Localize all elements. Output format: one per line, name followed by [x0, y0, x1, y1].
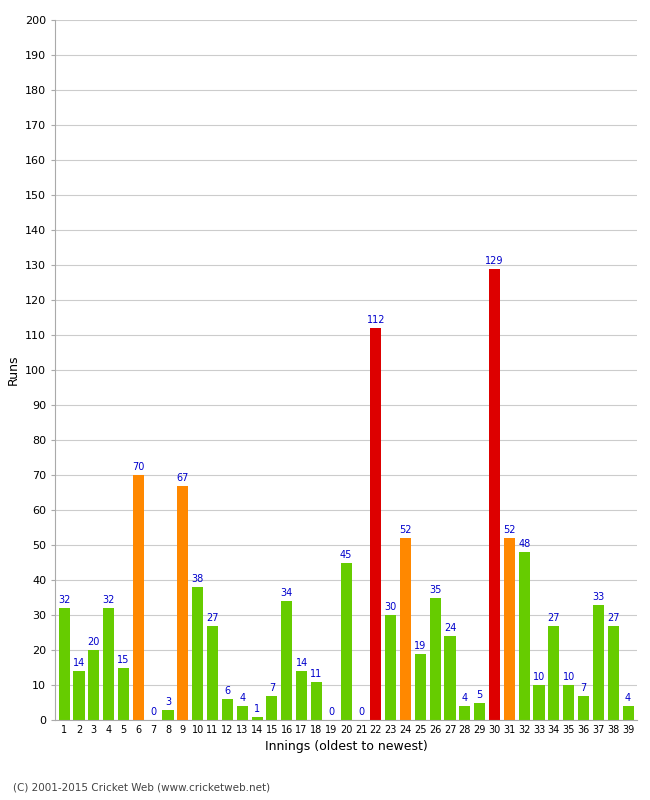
Text: 20: 20 — [88, 637, 100, 647]
Bar — [73, 671, 84, 720]
Bar — [445, 636, 456, 720]
Text: 0: 0 — [328, 707, 334, 717]
Text: 27: 27 — [607, 613, 619, 622]
Text: 10: 10 — [563, 672, 575, 682]
Text: 4: 4 — [239, 693, 245, 703]
Bar — [370, 328, 382, 720]
Text: 0: 0 — [358, 707, 364, 717]
Text: 24: 24 — [444, 623, 456, 634]
Text: 30: 30 — [385, 602, 396, 612]
Text: (C) 2001-2015 Cricket Web (www.cricketweb.net): (C) 2001-2015 Cricket Web (www.cricketwe… — [13, 782, 270, 792]
Text: 1: 1 — [254, 704, 260, 714]
Text: 0: 0 — [150, 707, 156, 717]
Text: 4: 4 — [625, 693, 631, 703]
Bar — [578, 695, 589, 720]
Bar — [460, 706, 471, 720]
Bar — [252, 717, 263, 720]
Bar — [296, 671, 307, 720]
Text: 38: 38 — [192, 574, 204, 584]
Text: 15: 15 — [118, 654, 130, 665]
Text: 10: 10 — [533, 672, 545, 682]
Bar — [88, 650, 99, 720]
Text: 27: 27 — [548, 613, 560, 622]
Bar — [237, 706, 248, 720]
Text: 35: 35 — [429, 585, 441, 594]
Bar — [266, 695, 278, 720]
Bar — [133, 475, 144, 720]
Text: 4: 4 — [462, 693, 468, 703]
Bar — [207, 626, 218, 720]
Bar — [623, 706, 634, 720]
Text: 14: 14 — [73, 658, 85, 668]
Bar — [281, 601, 292, 720]
Text: 7: 7 — [580, 682, 587, 693]
Bar — [519, 552, 530, 720]
Bar — [341, 562, 352, 720]
Text: 34: 34 — [281, 588, 293, 598]
Bar — [489, 269, 500, 720]
Bar — [385, 615, 396, 720]
Bar — [103, 608, 114, 720]
Bar — [400, 538, 411, 720]
Text: 33: 33 — [592, 592, 604, 602]
Bar — [222, 699, 233, 720]
Bar — [549, 626, 560, 720]
Text: 112: 112 — [367, 315, 385, 325]
Y-axis label: Runs: Runs — [6, 354, 20, 386]
Text: 67: 67 — [177, 473, 189, 482]
Bar — [118, 667, 129, 720]
Bar — [563, 685, 575, 720]
X-axis label: Innings (oldest to newest): Innings (oldest to newest) — [265, 741, 428, 754]
Text: 3: 3 — [165, 697, 171, 706]
Text: 11: 11 — [310, 669, 322, 678]
Text: 5: 5 — [476, 690, 483, 700]
Bar — [504, 538, 515, 720]
Text: 7: 7 — [269, 682, 275, 693]
Text: 48: 48 — [518, 539, 530, 549]
Text: 32: 32 — [58, 595, 70, 605]
Text: 32: 32 — [103, 595, 115, 605]
Bar — [608, 626, 619, 720]
Text: 70: 70 — [132, 462, 144, 472]
Bar — [415, 654, 426, 720]
Bar — [311, 682, 322, 720]
Bar — [474, 702, 486, 720]
Bar — [593, 605, 604, 720]
Text: 52: 52 — [503, 526, 515, 535]
Bar — [162, 710, 174, 720]
Bar — [192, 587, 203, 720]
Bar — [177, 486, 188, 720]
Text: 6: 6 — [224, 686, 231, 696]
Text: 52: 52 — [399, 526, 411, 535]
Text: 19: 19 — [414, 641, 426, 650]
Text: 27: 27 — [206, 613, 219, 622]
Text: 129: 129 — [486, 256, 504, 266]
Text: 45: 45 — [340, 550, 352, 560]
Bar — [58, 608, 70, 720]
Text: 14: 14 — [296, 658, 307, 668]
Bar — [534, 685, 545, 720]
Bar — [430, 598, 441, 720]
